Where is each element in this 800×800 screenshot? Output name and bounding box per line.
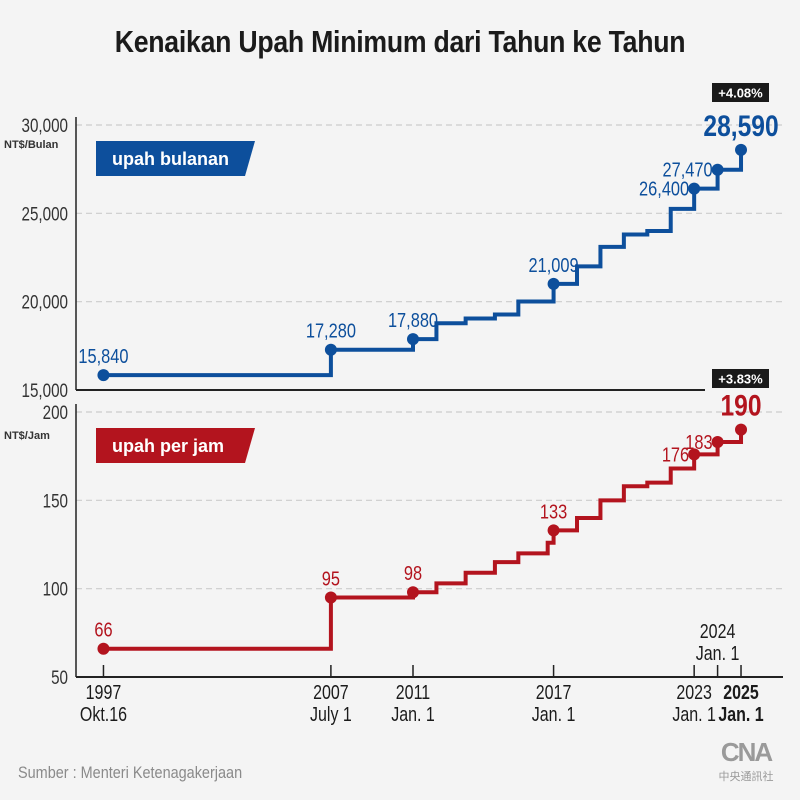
- logo-sub: 中央通訊社: [718, 771, 774, 783]
- cna-logo: CNA 中央通訊社: [707, 737, 785, 784]
- y-tick-label: 150: [43, 490, 68, 512]
- x-tick-label: Jan. 1: [532, 703, 576, 725]
- data-point: [547, 277, 560, 290]
- data-label: 133: [540, 500, 567, 523]
- data-label: 17,280: [306, 319, 356, 342]
- x-tick-label: Jan. 1: [718, 703, 763, 725]
- legend-tag: [96, 428, 255, 463]
- data-point: [547, 524, 560, 537]
- data-point: [735, 423, 748, 436]
- data-point: [407, 333, 419, 346]
- unit-label: NT$/Jam: [4, 430, 50, 442]
- x-tick-label: 2024: [700, 620, 736, 642]
- y-tick-label: 100: [43, 578, 68, 600]
- logo-mark: CNA: [720, 737, 773, 767]
- y-tick-label: 20,000: [22, 291, 68, 313]
- x-tick-label: July 1: [310, 703, 352, 725]
- data-label: 21,009: [529, 253, 579, 276]
- x-tick-label: 2017: [536, 681, 572, 703]
- y-tick-label: 30,000: [22, 114, 68, 136]
- data-label: 27,470: [662, 158, 712, 181]
- data-label: 98: [404, 562, 422, 585]
- data-point: [735, 143, 748, 156]
- y-tick-label: 15,000: [22, 379, 68, 401]
- data-label: 176: [662, 443, 689, 466]
- data-point: [688, 448, 701, 461]
- data-label: 66: [94, 618, 112, 641]
- y-tick-label: 25,000: [22, 203, 68, 225]
- data-point: [97, 369, 110, 382]
- chart-title: Kenaikan Upah Minimum dari Tahun ke Tahu…: [114, 24, 686, 59]
- data-label: 15,840: [78, 345, 128, 368]
- x-tick-label: Okt.16: [80, 703, 127, 725]
- data-point: [97, 642, 110, 655]
- source-note: Sumber : Menteri Ketenagakerjaan: [18, 763, 243, 782]
- change-badge-text: +4.08%: [718, 86, 763, 101]
- legend-label: upah bulanan: [112, 149, 229, 169]
- data-point: [688, 182, 701, 195]
- data-point: [324, 591, 337, 604]
- x-tick-label: Jan. 1: [696, 642, 740, 664]
- y-tick-label: 200: [43, 401, 68, 423]
- x-tick-label: Jan. 1: [391, 703, 435, 725]
- series-line: [103, 149, 744, 378]
- data-label: 17,880: [388, 309, 438, 332]
- unit-label: NT$/Bulan: [4, 139, 59, 151]
- x-tick-label: 1997: [86, 681, 122, 703]
- change-badge: [712, 369, 769, 388]
- legend-tag: [96, 141, 255, 176]
- data-point: [711, 436, 724, 449]
- data-label: 190: [721, 388, 762, 422]
- data-point: [324, 343, 337, 356]
- x-tick-label: 2011: [396, 681, 430, 703]
- data-label: 28,590: [703, 109, 778, 143]
- x-tick-label: 2023: [676, 681, 712, 703]
- y-tick-label: 50: [51, 666, 68, 688]
- data-label: 26,400: [639, 177, 689, 200]
- change-badge: [712, 83, 769, 102]
- data-point: [711, 163, 724, 176]
- data-label: 183: [685, 430, 712, 453]
- legend-label: upah per jam: [112, 436, 224, 456]
- data-point: [407, 586, 419, 599]
- x-tick-label: 2007: [313, 681, 349, 703]
- x-tick-label: 2025: [723, 681, 759, 703]
- change-badge-text: +3.83%: [718, 372, 763, 387]
- x-tick-label: Jan. 1: [672, 703, 716, 725]
- data-label: 95: [322, 567, 340, 590]
